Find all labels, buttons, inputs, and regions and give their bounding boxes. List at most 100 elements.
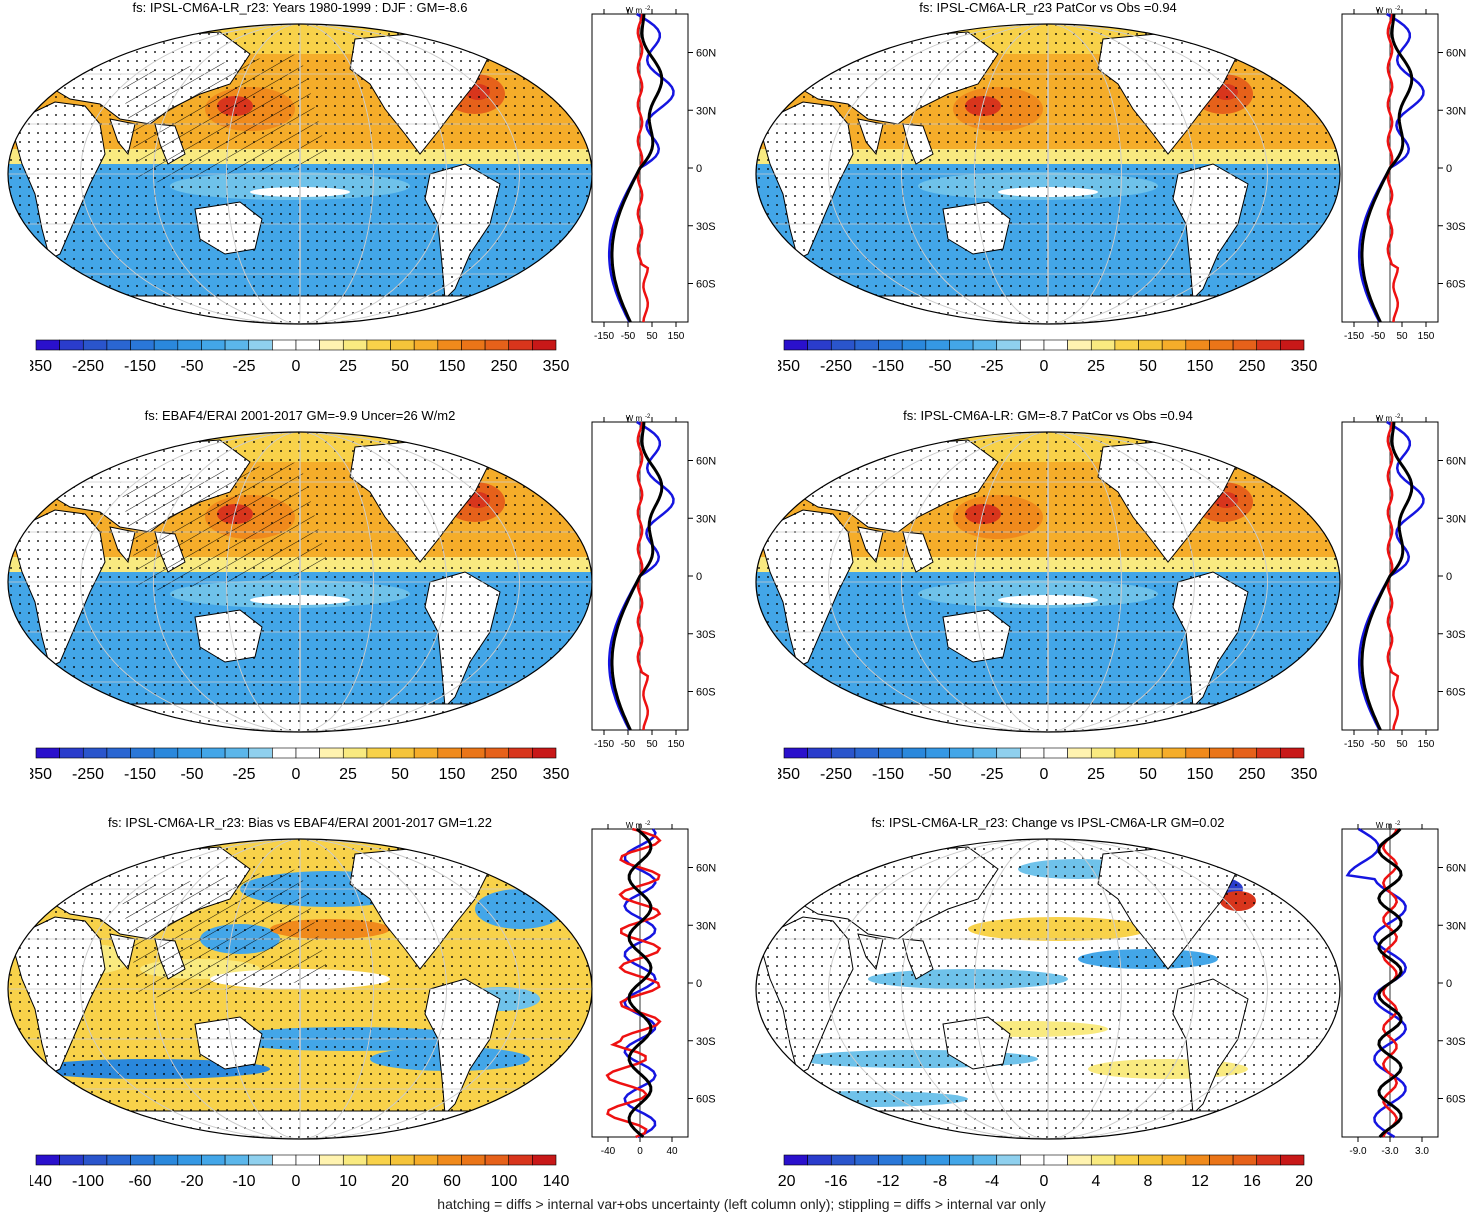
x-tick-label: -9.0 bbox=[1349, 1146, 1367, 1157]
x-tick-label: 50 bbox=[646, 331, 658, 342]
colorbar-box bbox=[153, 1154, 179, 1166]
profile-model-line bbox=[1360, 421, 1414, 731]
colorbar-box bbox=[878, 339, 903, 351]
unit-superscript: -2 bbox=[645, 6, 651, 12]
x-tick-label: -3.0 bbox=[1381, 1146, 1399, 1157]
colorbar-box bbox=[461, 1154, 486, 1166]
colorbar-box bbox=[295, 747, 320, 759]
profile-obs-line bbox=[1345, 827, 1408, 1139]
colorbar-box bbox=[996, 339, 1021, 351]
colorbar-box bbox=[1043, 1154, 1068, 1166]
colorbar-box bbox=[484, 747, 510, 759]
lat-tick-label: 60S bbox=[696, 279, 716, 291]
colorbar-box bbox=[461, 339, 486, 351]
colorbar-label: -350 bbox=[30, 358, 52, 375]
colorbar-label: -25 bbox=[232, 358, 255, 375]
meridian-line bbox=[226, 24, 374, 324]
colorbar-box bbox=[319, 339, 344, 351]
colorbar-box bbox=[177, 747, 202, 759]
colorbar-label: 4 bbox=[1092, 1173, 1101, 1190]
colorbar-label: 50 bbox=[391, 358, 409, 375]
unit-superscript: -2 bbox=[1395, 414, 1401, 420]
colorbar-box bbox=[248, 1154, 273, 1166]
colorbar-box bbox=[1043, 747, 1068, 759]
x-tick-label: -40 bbox=[601, 1146, 616, 1157]
colorbar-label: 0 bbox=[1040, 1173, 1049, 1190]
meridian-line bbox=[974, 432, 1122, 732]
lat-tick-label: 0 bbox=[696, 571, 702, 583]
zonal-mean-profile: W m -2 60N 30N 0 30S 60S -40 0 40 bbox=[591, 821, 716, 1157]
colorbar-box bbox=[1232, 1154, 1258, 1166]
colorbar-box bbox=[901, 747, 927, 759]
colorbar-box bbox=[106, 747, 131, 759]
colorbar-box bbox=[272, 747, 297, 759]
colorbar-box bbox=[1185, 1154, 1210, 1166]
panel-title: fs: IPSL-CM6A-LR_r23 PatCor vs Obs =0.94 bbox=[919, 0, 1177, 15]
meridian-line bbox=[901, 839, 1195, 1139]
meridian-line bbox=[226, 432, 374, 732]
colorbar-label: 250 bbox=[491, 358, 518, 375]
colorbar-box bbox=[390, 339, 415, 351]
colorbar-box bbox=[106, 339, 131, 351]
unit-superscript: -2 bbox=[645, 414, 651, 420]
colorbar-label: 60 bbox=[443, 1173, 461, 1190]
colorbar-box bbox=[508, 339, 533, 351]
unit-label: W m bbox=[1376, 6, 1393, 15]
lat-tick-label: 0 bbox=[1446, 571, 1452, 583]
lat-tick-label: 60S bbox=[1446, 279, 1466, 291]
colorbar-label: -250 bbox=[72, 358, 104, 375]
meridian-line bbox=[901, 432, 1195, 732]
map-border bbox=[755, 431, 1341, 733]
x-tick-label: 50 bbox=[1396, 331, 1408, 342]
colorbar-box bbox=[1090, 339, 1116, 351]
colorbar-box bbox=[972, 1154, 998, 1166]
meridian-line bbox=[828, 24, 1268, 324]
colorbar-box bbox=[949, 1154, 974, 1166]
colorbar-box bbox=[59, 339, 84, 351]
colorbar-box bbox=[783, 747, 808, 759]
colorbar-box bbox=[272, 1154, 297, 1166]
colorbar-label: 0 bbox=[292, 1173, 301, 1190]
colorbar-box bbox=[901, 1154, 927, 1166]
colorbar-label: -250 bbox=[820, 766, 852, 783]
colorbar-box bbox=[949, 747, 974, 759]
colorbar-label: 20 bbox=[1295, 1173, 1313, 1190]
colorbar-box bbox=[295, 339, 320, 351]
colorbar-label: 50 bbox=[1139, 766, 1157, 783]
colorbar-label: -140 bbox=[30, 1173, 52, 1190]
colorbar-box bbox=[878, 747, 903, 759]
map-field bbox=[756, 24, 1340, 324]
colorbar-label: 0 bbox=[1040, 766, 1049, 783]
stippling bbox=[756, 432, 1340, 732]
lat-tick-label: 60S bbox=[1446, 687, 1466, 699]
colorbar-box bbox=[130, 747, 155, 759]
colorbar-label: -100 bbox=[72, 1173, 104, 1190]
map bbox=[755, 23, 1341, 325]
map-border bbox=[755, 838, 1341, 1140]
unit-superscript: -2 bbox=[1395, 821, 1401, 827]
colorbar-box bbox=[484, 339, 510, 351]
colorbar-box bbox=[437, 1154, 462, 1166]
colorbar-box bbox=[925, 1154, 950, 1166]
colorbar-box bbox=[1161, 339, 1187, 351]
colorbar-box bbox=[1280, 1154, 1305, 1166]
colorbar-label: 8 bbox=[1144, 1173, 1153, 1190]
lat-tick-label: 0 bbox=[1446, 163, 1452, 175]
lat-tick-label: 30S bbox=[696, 1036, 716, 1048]
colorbar-label: -10 bbox=[232, 1173, 255, 1190]
colorbar-label: -50 bbox=[180, 358, 203, 375]
colorbar-label: -8 bbox=[933, 1173, 947, 1190]
x-tick-label: 50 bbox=[646, 739, 658, 750]
colorbar-box bbox=[1256, 747, 1281, 759]
map bbox=[755, 838, 1341, 1140]
colorbar-box bbox=[390, 747, 415, 759]
colorbar-label: 50 bbox=[391, 766, 409, 783]
colorbar-box bbox=[1114, 1154, 1139, 1166]
colorbar-box bbox=[201, 747, 226, 759]
map-field bbox=[756, 839, 1340, 1139]
lat-tick-label: 30N bbox=[1446, 105, 1466, 117]
colorbar-box bbox=[1067, 747, 1092, 759]
x-tick-label: 50 bbox=[1396, 739, 1408, 750]
panel-title: fs: IPSL-CM6A-LR_r23: Bias vs EBAF4/ERAI… bbox=[107, 815, 493, 830]
